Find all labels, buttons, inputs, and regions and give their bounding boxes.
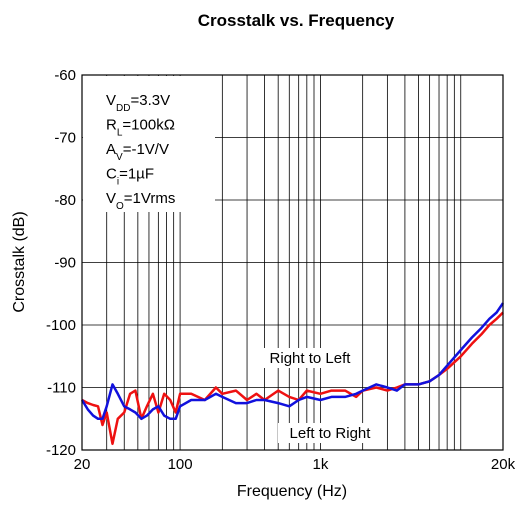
annotation: Ci=1µF xyxy=(106,166,154,188)
series-label: Left to Right xyxy=(290,425,372,442)
x-tick-label: 20 xyxy=(74,456,91,473)
annotation-text: =-1V/V xyxy=(123,141,169,158)
x-tick-label: 100 xyxy=(168,456,193,473)
y-tick-label: -80 xyxy=(54,192,76,209)
y-tick-label: -60 xyxy=(54,67,76,84)
chart-title: Crosstalk vs. Frequency xyxy=(198,11,395,30)
plot-frame xyxy=(81,74,504,451)
x-axis-label: Frequency (Hz) xyxy=(237,483,347,500)
y-tick-label: -70 xyxy=(54,130,76,147)
annotation-sub: DD xyxy=(116,103,130,114)
annotation-base: A xyxy=(106,141,116,158)
annotation-base: R xyxy=(106,117,117,134)
x-tick-label: 20k xyxy=(491,456,516,473)
annotation-sub: L xyxy=(117,127,123,138)
label-bg xyxy=(258,348,362,368)
annotation-text: =1Vrms xyxy=(124,190,176,207)
annotation-sub: O xyxy=(116,201,124,212)
y-axis-label: Crosstalk (dB) xyxy=(11,211,28,312)
annotation: VDD=3.3V xyxy=(106,92,170,114)
annotation-base: C xyxy=(106,166,117,183)
annotation-sub: V xyxy=(116,152,123,163)
annotation-text: =3.3V xyxy=(130,92,170,109)
series-label: Right to Left xyxy=(270,350,352,367)
annotation: VO=1Vrms xyxy=(106,190,175,212)
y-tick-label: -90 xyxy=(54,255,76,272)
annotation-text: =1µF xyxy=(119,166,154,183)
series-line xyxy=(80,302,505,421)
annotation-base: V xyxy=(106,190,116,207)
annotation-sub: i xyxy=(117,176,119,187)
y-tick-label: -110 xyxy=(47,380,76,397)
annotation: AV=-1V/V xyxy=(106,141,169,163)
annotation-text: =100kΩ xyxy=(122,117,175,134)
label-bg xyxy=(278,423,382,443)
annotation-base: V xyxy=(106,92,116,109)
x-tick-label: 1k xyxy=(313,456,329,473)
annotation: RL=100kΩ xyxy=(106,117,175,139)
annotation-box xyxy=(83,76,215,212)
y-tick-label: -100 xyxy=(46,317,76,334)
y-tick-label: -120 xyxy=(46,442,76,459)
